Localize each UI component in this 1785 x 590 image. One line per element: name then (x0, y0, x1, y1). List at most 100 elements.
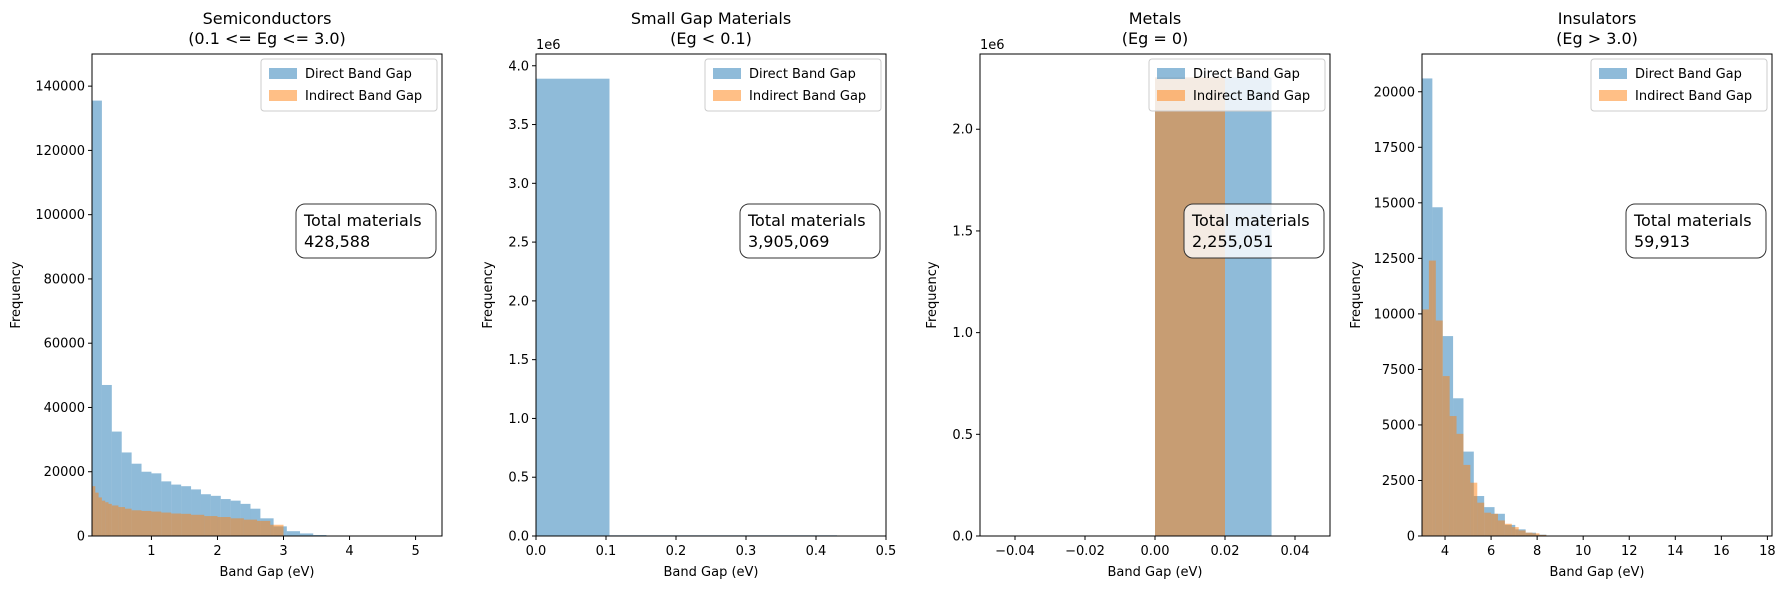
legend-label-direct: Direct Band Gap (305, 67, 412, 82)
y-tick-label: 0.0 (952, 530, 973, 545)
histogram-bar-indirect (191, 514, 205, 536)
legend: Direct Band Gap Indirect Band Gap (704, 58, 882, 112)
histogram-bar-indirect (1442, 376, 1450, 536)
x-tick-label: 0.0 (526, 544, 547, 559)
annotation-box (739, 203, 881, 259)
y-tick-label: 20000 (1374, 85, 1415, 100)
y-tick-label: 2500 (1382, 474, 1415, 489)
y-tick-label: 5000 (1382, 418, 1415, 433)
histogram-bar-indirect (1484, 512, 1492, 536)
legend-box (1148, 58, 1326, 112)
legend-label-direct: Direct Band Gap (749, 67, 856, 82)
histogram-bar-indirect (1532, 533, 1540, 536)
x-tick-label: 18 (1759, 544, 1776, 559)
legend-swatch-indirect (1157, 90, 1185, 101)
x-axis-label: Band Gap (eV) (220, 565, 315, 580)
histogram-bar-indirect (1477, 502, 1485, 536)
histogram-bar-indirect (217, 517, 231, 536)
legend-label-direct: Direct Band Gap (1635, 67, 1742, 82)
x-tick-label: 4 (1441, 544, 1449, 559)
histogram-bar-direct (101, 384, 112, 536)
histogram-bar-direct (536, 78, 610, 536)
axes-frame (535, 53, 887, 537)
bars-group (1155, 77, 1272, 536)
x-tick-label: 14 (1667, 544, 1684, 559)
y-tick-label: 2.5 (508, 236, 529, 251)
annotation-label: Total materials (1633, 211, 1752, 230)
legend-label-indirect: Indirect Band Gap (749, 89, 866, 104)
histogram-bar-direct (171, 484, 182, 536)
annotation-box (1183, 203, 1325, 259)
y-tick-label: 7500 (1382, 363, 1415, 378)
y-tick-label: 60000 (44, 337, 85, 352)
histogram-bar-direct (161, 481, 172, 536)
subplot-subtitle: (Eg = 0) (1122, 29, 1189, 48)
annotation-label: Total materials (747, 211, 866, 230)
histogram-bar-direct (111, 431, 122, 536)
total-materials-annotation: Total materials 59,913 (1625, 203, 1767, 259)
y-axis-label: Frequency (481, 261, 496, 328)
legend-swatch-direct (713, 68, 741, 79)
total-materials-annotation: Total materials 2,255,051 (1183, 203, 1325, 259)
x-tick-label: −0.02 (1065, 544, 1105, 559)
histogram-bar-indirect (131, 510, 142, 536)
subplot-title: Metals (1129, 9, 1182, 28)
legend-box (1590, 58, 1768, 112)
legend: Direct Band Gap Indirect Band Gap (1148, 58, 1326, 112)
histogram-bar-direct (300, 533, 314, 536)
histogram-bar-indirect (98, 497, 102, 536)
histogram-bar-indirect (108, 503, 112, 536)
histogram-bar-direct (210, 495, 221, 536)
legend-box (260, 58, 438, 112)
histogram-bar-indirect (111, 505, 119, 536)
y-tick-label: 1.5 (952, 224, 973, 239)
subplot-title: Small Gap Materials (631, 9, 791, 28)
histogram-bar-direct (181, 486, 192, 536)
bars-group (536, 78, 837, 536)
legend-swatch-indirect (1599, 90, 1627, 101)
histogram-bar-direct (121, 452, 132, 536)
legend-swatch-direct (269, 68, 297, 79)
y-tick-label: 17500 (1374, 141, 1415, 156)
histogram-bar-indirect (1504, 523, 1512, 536)
legend-swatch-indirect (713, 90, 741, 101)
y-tick-label: 0 (77, 530, 85, 545)
histogram-bar-indirect (141, 510, 152, 536)
x-tick-label: 0.1 (596, 544, 617, 559)
histogram-bar-indirect (1456, 433, 1464, 536)
y-tick-label: 80000 (44, 272, 85, 287)
histogram-bar-indirect (92, 486, 96, 536)
x-axis-label: Band Gap (eV) (1108, 565, 1203, 580)
y-tick-label: 15000 (1374, 196, 1415, 211)
histogram-bar-indirect (1491, 513, 1498, 536)
y-tick-label: 0.5 (508, 471, 529, 486)
histogram-bar-indirect (151, 511, 162, 536)
y-tick-label: 12500 (1374, 252, 1415, 267)
histogram-bar-indirect (1518, 530, 1526, 536)
annotation-value: 428,588 (304, 232, 370, 251)
x-tick-label: 0.2 (666, 544, 687, 559)
legend: Direct Band Gap Indirect Band Gap (1590, 58, 1768, 112)
annotation-value: 2,255,051 (1192, 232, 1273, 251)
histogram-bar-indirect (181, 513, 192, 536)
y-offset-label: 1e6 (980, 38, 1005, 53)
y-tick-label: 40000 (44, 401, 85, 416)
histogram-bar-indirect (1155, 77, 1225, 536)
histogram-bar-indirect (95, 492, 99, 536)
x-tick-label: 4 (345, 544, 353, 559)
y-tick-label: 2.0 (952, 123, 973, 138)
histogram-bar-direct (191, 489, 201, 536)
histogram-bar-indirect (125, 508, 132, 536)
annotation-value: 3,905,069 (748, 232, 829, 251)
histogram-bar-indirect (257, 520, 271, 536)
histogram-bar-indirect (1511, 527, 1519, 536)
histogram-bar-indirect (1422, 309, 1429, 536)
x-tick-label: 2 (213, 544, 221, 559)
x-tick-label: 0.04 (1281, 544, 1310, 559)
subplot-title: Insulators (1558, 9, 1637, 28)
subplot-title: Semiconductors (203, 9, 332, 28)
histogram-bar-indirect (1449, 416, 1457, 536)
y-offset-label: 1e6 (536, 38, 561, 53)
x-tick-label: 12 (1621, 544, 1638, 559)
histogram-bar-indirect (1435, 320, 1443, 536)
